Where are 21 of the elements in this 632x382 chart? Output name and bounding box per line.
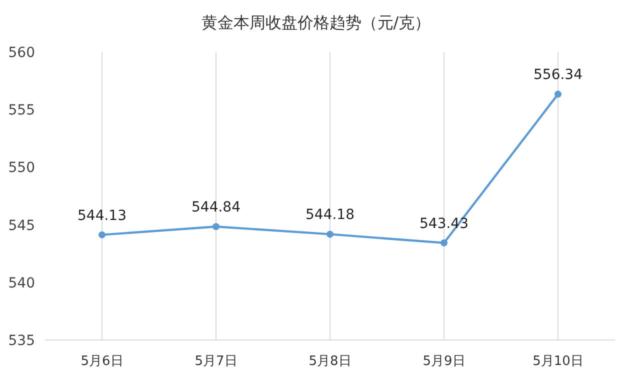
y-tick-label: 540 — [8, 275, 35, 292]
x-tick-label: 5月10日 — [532, 354, 584, 369]
data-label: 556.34 — [534, 67, 583, 84]
chart-title: 黄金本周收盘价格趋势（元/克） — [201, 13, 431, 32]
x-tick-label: 5月9日 — [422, 354, 466, 369]
y-tick-label: 550 — [8, 160, 35, 176]
y-tick-label: 535 — [8, 333, 35, 349]
point — [554, 90, 562, 98]
point — [212, 223, 220, 230]
data-label: 544.13 — [78, 208, 126, 224]
point — [440, 239, 448, 246]
y-tick-label: 545 — [8, 218, 35, 234]
data-label: 544.18 — [306, 207, 354, 224]
x-tick-label: 5月8日 — [308, 354, 352, 369]
y-tick-label: 555 — [8, 102, 35, 119]
y-tick-label: 560 — [8, 45, 35, 61]
point — [98, 231, 106, 238]
point — [326, 230, 334, 238]
x-tick-label: 5月6日 — [80, 354, 124, 369]
x-tick-label: 5月7日 — [194, 354, 238, 369]
data-label: 544.84 — [192, 200, 241, 216]
